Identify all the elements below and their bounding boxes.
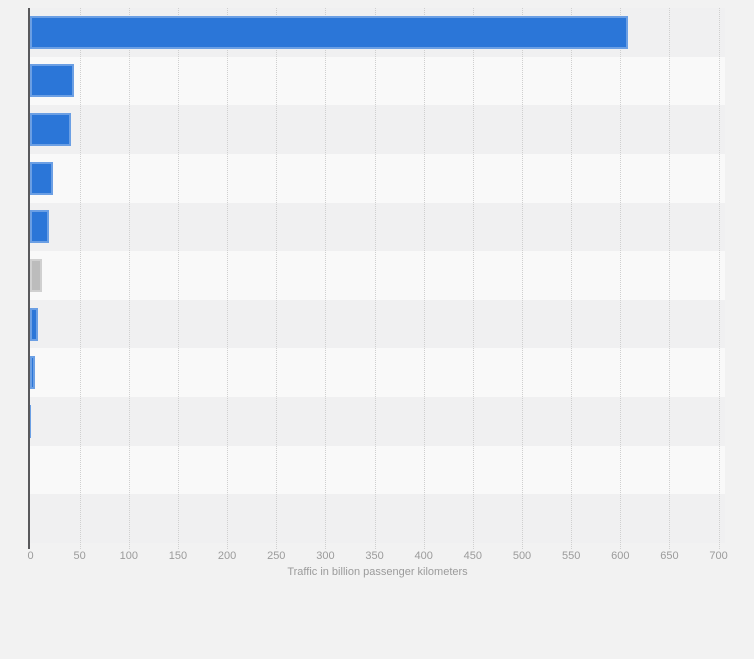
bar[interactable] xyxy=(30,64,75,98)
x-tick-label: 350 xyxy=(365,550,384,562)
x-tick-label: 550 xyxy=(561,550,581,562)
row-band xyxy=(30,202,725,252)
gridline xyxy=(522,8,523,549)
row-band xyxy=(30,348,725,398)
row-band xyxy=(30,397,725,446)
y-axis-line xyxy=(28,8,30,549)
bar[interactable] xyxy=(30,161,53,195)
bar[interactable] xyxy=(30,113,72,147)
bar[interactable] xyxy=(30,307,38,341)
gridline xyxy=(718,8,720,549)
gridline xyxy=(177,8,179,549)
bar[interactable] xyxy=(30,356,35,390)
x-tick-label: 300 xyxy=(316,550,335,562)
x-tick-label: 250 xyxy=(267,550,286,562)
x-tick-label: 600 xyxy=(611,550,630,562)
x-tick-label: 50 xyxy=(73,550,86,562)
gridline xyxy=(128,8,130,549)
x-axis-label: Traffic in billion passenger kilometers xyxy=(287,566,468,578)
gridline xyxy=(472,8,474,549)
x-tick-label: 650 xyxy=(660,550,679,562)
x-tick-label: 400 xyxy=(414,550,433,562)
gridline xyxy=(79,8,81,549)
bar[interactable] xyxy=(30,404,32,438)
bar[interactable] xyxy=(30,210,49,244)
row-band xyxy=(30,445,725,495)
bar[interactable] xyxy=(30,259,42,292)
bar[interactable] xyxy=(30,15,628,49)
x-tick-label: 500 xyxy=(512,550,532,562)
row-band xyxy=(30,251,725,300)
x-tick-label: 100 xyxy=(119,550,138,562)
gridline xyxy=(669,8,671,549)
gridline xyxy=(571,8,573,549)
gridline xyxy=(276,8,278,549)
row-band xyxy=(30,494,725,543)
x-tick-label: 450 xyxy=(463,550,483,562)
gridline xyxy=(423,8,425,549)
x-tick-label: 200 xyxy=(217,550,237,562)
row-band xyxy=(30,56,725,106)
x-tick-label: 700 xyxy=(709,550,728,562)
gridline xyxy=(374,8,376,549)
x-tick-label: 150 xyxy=(168,550,188,562)
row-band xyxy=(30,105,725,154)
gridline xyxy=(620,8,622,549)
x-tick-label: 0 xyxy=(27,550,34,562)
row-band xyxy=(30,153,725,203)
gridline xyxy=(325,8,327,549)
row-band xyxy=(30,299,725,349)
gridline xyxy=(227,8,229,549)
